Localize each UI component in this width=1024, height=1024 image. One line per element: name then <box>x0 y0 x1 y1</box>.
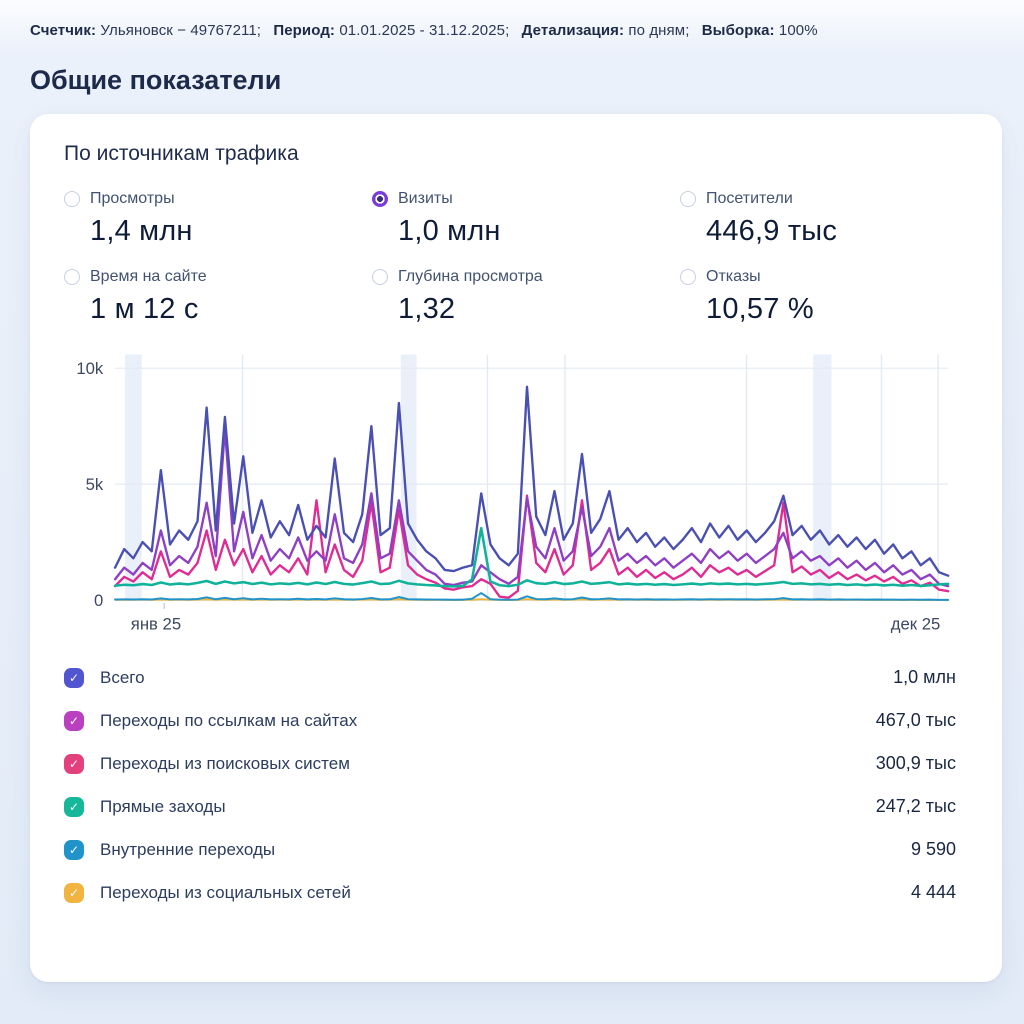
legend-row-social[interactable]: ✓ Переходы из социальных сетей 4 444 <box>64 871 956 914</box>
radio-icon[interactable] <box>64 269 80 285</box>
series-line-0 <box>113 385 950 577</box>
legend-row-site-links[interactable]: ✓ Переходы по ссылкам на сайтах 467,0 ты… <box>64 699 956 742</box>
metric-value: 10,57 % <box>706 293 814 325</box>
metric-value: 1,32 <box>398 293 456 325</box>
metric-bounce-rate[interactable]: Отказы 10,57 % <box>680 268 956 326</box>
legend-value: 467,0 тыс <box>875 710 956 730</box>
legend-row-internal[interactable]: ✓ Внутренние переходы 9 590 <box>64 828 956 871</box>
legend-row-search-engines[interactable]: ✓ Переходы из поисковых систем 300,9 тыс <box>64 742 956 785</box>
metric-page-depth[interactable]: Глубина просмотра 1,32 <box>372 268 680 326</box>
legend-label: Внутренние переходы <box>100 839 276 859</box>
legend-value: 247,2 тыс <box>875 796 956 816</box>
check-icon[interactable]: ✓ <box>64 882 84 903</box>
legend-value: 300,9 тыс <box>875 753 956 773</box>
check-icon[interactable]: ✓ <box>64 796 84 817</box>
check-icon[interactable]: ✓ <box>64 753 84 774</box>
report-params-bar: Счетчик: Ульяновск − 49767211; Период: 0… <box>0 0 1024 39</box>
legend-row-total[interactable]: ✓ Всего 1,0 млн <box>64 656 956 699</box>
check-icon[interactable]: ✓ <box>64 839 84 860</box>
check-icon[interactable]: ✓ <box>64 667 84 688</box>
y-tick-label: 0 <box>94 591 103 610</box>
legend-label: Переходы по ссылкам на сайтах <box>100 710 358 730</box>
detail-param-value: по дням; <box>628 22 690 39</box>
metric-label: Отказы <box>706 268 761 285</box>
series-line-3 <box>113 526 950 588</box>
radio-selected-icon[interactable] <box>372 191 388 207</box>
metric-label: Глубина просмотра <box>398 268 543 285</box>
metrica-report-page: Счетчик: Ульяновск − 49767211; Период: 0… <box>0 0 1024 982</box>
x-axis-label-end: дек 25 <box>891 615 941 634</box>
counter-param-value: Ульяновск − 49767211; <box>100 22 262 39</box>
x-axis-label-start: янв 25 <box>131 615 181 634</box>
metric-views[interactable]: Просмотры 1,4 млн <box>64 190 372 248</box>
metric-label: Визиты <box>398 190 453 207</box>
metric-value: 446,9 тыс <box>706 215 838 247</box>
metric-label: Посетители <box>706 190 793 207</box>
legend-label: Всего <box>100 667 145 687</box>
sample-param-label: Выборка: <box>701 22 775 39</box>
metric-label: Время на сайте <box>90 268 207 285</box>
check-icon[interactable]: ✓ <box>64 710 84 731</box>
series-line-2 <box>113 494 950 599</box>
series-line-4 <box>114 592 950 601</box>
period-param-value: 01.01.2025 - 31.12.2025; <box>339 22 510 39</box>
chart-legend: ✓ Всего 1,0 млн ✓ Переходы по ссылкам на… <box>64 656 956 914</box>
y-tick-label: 5k <box>86 475 104 494</box>
highlight-band <box>813 354 832 601</box>
series-line-1 <box>113 427 950 588</box>
traffic-chart-canvas[interactable]: 0 5k 10k янв 25 дек 25 <box>64 342 956 642</box>
metric-visitors[interactable]: Посетители 446,9 тыс <box>680 190 956 248</box>
radio-icon[interactable] <box>64 191 80 207</box>
radio-icon[interactable] <box>372 269 388 285</box>
period-param-label: Период: <box>273 22 336 39</box>
metric-label: Просмотры <box>90 190 175 207</box>
legend-label: Переходы из поисковых систем <box>100 753 350 773</box>
legend-label: Прямые заходы <box>100 796 226 816</box>
metric-visits[interactable]: Визиты 1,0 млн <box>372 190 680 248</box>
card-title: По источникам трафика <box>64 142 299 165</box>
legend-row-direct[interactable]: ✓ Прямые заходы 247,2 тыс <box>64 785 956 828</box>
metric-time-on-site[interactable]: Время на сайте 1 м 12 с <box>64 268 372 326</box>
sample-param-value: 100% <box>778 22 818 39</box>
highlight-band <box>125 354 142 601</box>
detail-param-label: Детализация: <box>521 22 625 39</box>
page-title: Общие показатели <box>30 65 282 95</box>
metrics-grid: Просмотры 1,4 млн Визиты 1,0 млн Посетит… <box>64 190 956 326</box>
metric-value: 1,4 млн <box>90 215 193 247</box>
counter-param-label: Счетчик: <box>30 22 97 39</box>
metric-value: 1 м 12 с <box>90 293 199 325</box>
radio-icon[interactable] <box>680 269 696 285</box>
y-tick-label: 10k <box>76 359 104 378</box>
traffic-sources-card: По источникам трафика Просмотры 1,4 млн … <box>30 114 1002 982</box>
traffic-chart[interactable]: 0 5k 10k янв 25 дек 25 <box>64 342 956 644</box>
legend-label: Переходы из социальных сетей <box>100 882 351 902</box>
legend-value: 9 590 <box>910 839 956 859</box>
metric-value: 1,0 млн <box>398 215 501 247</box>
radio-icon[interactable] <box>680 191 696 207</box>
legend-value: 1,0 млн <box>893 667 956 687</box>
legend-value: 4 444 <box>910 882 956 902</box>
